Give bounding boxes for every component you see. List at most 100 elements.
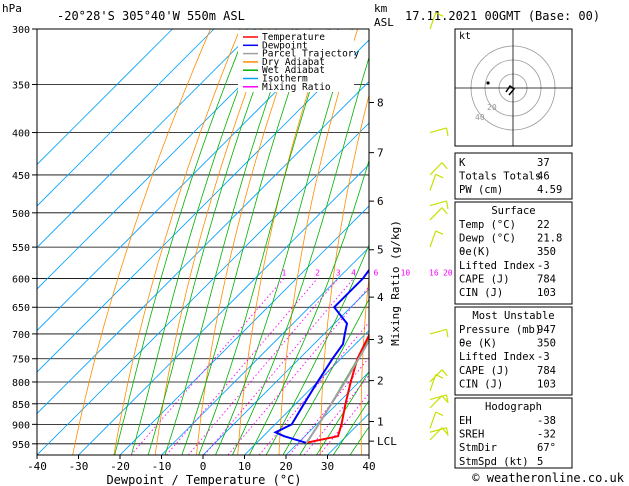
table-row-value: 21.8 bbox=[537, 233, 562, 245]
isotherm bbox=[37, 29, 173, 166]
isotherm bbox=[37, 39, 369, 373]
wind-barb bbox=[429, 427, 449, 436]
table-row-value: -38 bbox=[537, 415, 556, 427]
wind-barb bbox=[429, 200, 449, 209]
wind-barb bbox=[429, 127, 449, 136]
hodograph-ring-label: 20 bbox=[487, 103, 497, 112]
table-row-label: CAPE (J) bbox=[459, 365, 510, 377]
table-row-value: 46 bbox=[537, 171, 550, 183]
wet-adiabat bbox=[248, 158, 369, 455]
dry-adiabat bbox=[72, 29, 211, 455]
mixing-ratio-label: 20 bbox=[443, 268, 453, 277]
isotherm bbox=[37, 29, 215, 207]
location-title: -20°28'S 305°40'W 550m ASL bbox=[57, 9, 245, 23]
isotherm bbox=[78, 163, 369, 455]
x-tick-label: 10 bbox=[238, 460, 251, 473]
km-tick-label: 8 bbox=[377, 97, 384, 110]
pressure-tick-label: 350 bbox=[12, 80, 30, 91]
dry-adiabat bbox=[319, 93, 369, 455]
datetime: 17.11.2021 00GMT (Base: 00) bbox=[405, 9, 600, 23]
wet-adiabat bbox=[232, 56, 369, 455]
table-row-value: -32 bbox=[537, 429, 556, 441]
pressure-tick-label: 550 bbox=[12, 243, 30, 254]
background-lines bbox=[37, 29, 629, 455]
isotherm bbox=[119, 205, 369, 455]
hodograph-trace bbox=[505, 84, 516, 96]
table-row-value: 947 bbox=[537, 324, 556, 336]
table-section-title: Surface bbox=[491, 205, 535, 217]
table-row-label: StmDir bbox=[459, 442, 497, 454]
mixing-ratio-line bbox=[165, 278, 318, 455]
pressure-tick-label: 600 bbox=[12, 274, 30, 285]
table-row-label: θe (K) bbox=[459, 338, 497, 350]
table-section-title: Hodograph bbox=[485, 401, 542, 413]
legend-entry: Dewpoint bbox=[262, 40, 308, 51]
hodograph-kt-label: kt bbox=[459, 31, 471, 42]
mixing-ratio-label: 4 bbox=[351, 268, 356, 277]
dry-adiabat bbox=[154, 29, 270, 455]
pressure-tick-label: 450 bbox=[12, 171, 30, 182]
wet-adiabat bbox=[198, 29, 331, 455]
x-tick-label: 20 bbox=[279, 460, 292, 473]
km-tick-label: LCL bbox=[377, 435, 397, 448]
wet-adiabat bbox=[147, 29, 277, 455]
table-row-label: CIN (J) bbox=[459, 287, 503, 299]
wind-barb bbox=[429, 230, 444, 248]
table-row-label: CAPE (J) bbox=[459, 273, 510, 285]
wind-barb bbox=[429, 369, 448, 383]
x-axis-label: Dewpoint / Temperature (°C) bbox=[106, 473, 301, 486]
km-tick-label: 6 bbox=[377, 195, 384, 208]
x-tick-label: 0 bbox=[200, 460, 207, 473]
table-row-value: -3 bbox=[537, 260, 550, 272]
wind-barb bbox=[429, 12, 444, 30]
dry-adiabat bbox=[196, 29, 300, 455]
mixing-ratio-axis-label: Mixing Ratio (g/kg) bbox=[389, 220, 402, 346]
series-temperature bbox=[306, 332, 369, 444]
isotherm bbox=[202, 288, 369, 455]
wind-barb bbox=[429, 395, 448, 409]
x-tick-label: -30 bbox=[69, 460, 89, 473]
wet-adiabat bbox=[332, 399, 369, 455]
pressure-tick-label: 850 bbox=[12, 400, 30, 411]
mixing-ratio-label: 2 bbox=[315, 268, 320, 277]
pressure-tick-label: 900 bbox=[12, 420, 30, 431]
table-row-value: 37 bbox=[537, 157, 550, 169]
table-row-label: Lifted Index bbox=[459, 260, 535, 272]
wet-adiabat bbox=[215, 29, 353, 455]
table-row-label: Pressure (mb) bbox=[459, 324, 541, 336]
isotherm bbox=[37, 29, 298, 290]
table-row-label: Lifted Index bbox=[459, 351, 535, 363]
mixing-ratio-label: 1 bbox=[281, 268, 286, 277]
wind-barb bbox=[429, 411, 444, 429]
dry-adiabat bbox=[615, 29, 629, 455]
mixing-ratio-label: 10 bbox=[401, 268, 411, 277]
x-tick-label: 30 bbox=[321, 460, 334, 473]
table-row-value: 5 bbox=[537, 456, 543, 468]
wet-adiabat bbox=[181, 29, 311, 455]
mixing-ratio-line bbox=[130, 278, 285, 455]
table-row-label: K bbox=[459, 157, 466, 169]
table-row-value: 103 bbox=[537, 378, 556, 390]
km-tick-label: 7 bbox=[377, 147, 384, 160]
legend-entry: Isotherm bbox=[262, 74, 308, 85]
dry-adiabat bbox=[278, 29, 358, 455]
profile-lines bbox=[273, 268, 369, 444]
asl-label: ASL bbox=[374, 16, 394, 29]
isotherm bbox=[37, 80, 369, 415]
wind-barb bbox=[429, 207, 448, 221]
dry-adiabat bbox=[113, 29, 241, 455]
hodograph-frame bbox=[454, 28, 573, 147]
hodograph-ring-label: 40 bbox=[475, 113, 485, 122]
table-row-value: 784 bbox=[537, 273, 556, 285]
table-box bbox=[454, 201, 573, 305]
table-row-value: 350 bbox=[537, 338, 556, 350]
isotherm bbox=[285, 371, 369, 455]
mixing-ratio-line bbox=[187, 278, 339, 455]
pressure-tick-label: 700 bbox=[12, 330, 30, 341]
wet-adiabat bbox=[131, 29, 262, 455]
x-tick-label: 40 bbox=[362, 460, 375, 473]
series-parcel-trajectory bbox=[305, 338, 369, 444]
table-row-label: θe(K) bbox=[459, 246, 491, 258]
